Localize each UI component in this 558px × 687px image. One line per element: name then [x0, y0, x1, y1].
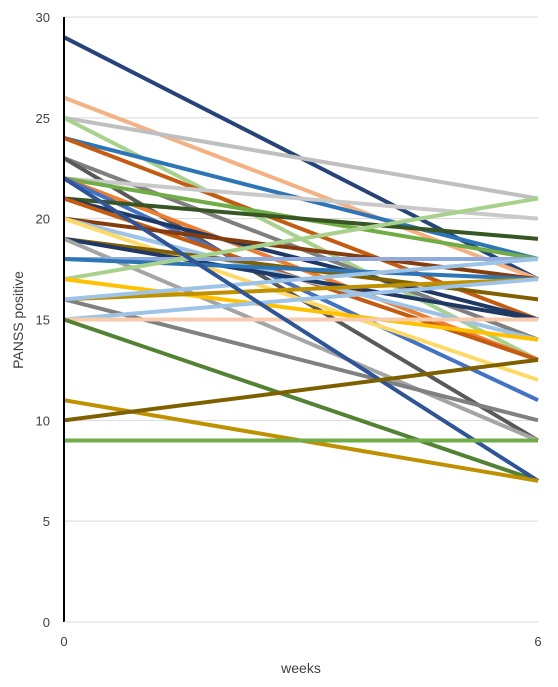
- series-line-23: [63, 257, 539, 282]
- x-axis-title: weeks: [280, 660, 321, 676]
- series-line-25: [63, 277, 539, 342]
- y-axis-title: PANSS positive: [10, 271, 26, 369]
- y-tick-label: 20: [36, 212, 50, 227]
- y-tick-label: 10: [36, 413, 50, 428]
- series-line-26: [63, 277, 539, 302]
- series-line-29: [63, 277, 539, 322]
- x-tick-label: 0: [60, 634, 67, 649]
- y-tick-label: 5: [43, 514, 50, 529]
- series-line-21: [63, 236, 539, 443]
- series-lines: [62, 35, 540, 483]
- y-tick-label: 25: [36, 111, 50, 126]
- series-line-28: [63, 257, 539, 302]
- series-line-32: [62, 176, 540, 483]
- axes: [63, 17, 538, 623]
- y-tick-labels: 0 5 10 15 20 25 30: [36, 10, 50, 630]
- series-line-2: [63, 95, 539, 282]
- x-tick-label: 6: [534, 634, 541, 649]
- series-line-13: [63, 196, 539, 241]
- y-tick-label: 30: [36, 10, 50, 25]
- series-line-31: [63, 317, 539, 483]
- y-tick-label: 0: [43, 615, 50, 630]
- series-line-3: [63, 115, 539, 201]
- series-line-24: [63, 196, 539, 282]
- series-line-34: [63, 357, 539, 423]
- y-tick-label: 15: [36, 313, 50, 328]
